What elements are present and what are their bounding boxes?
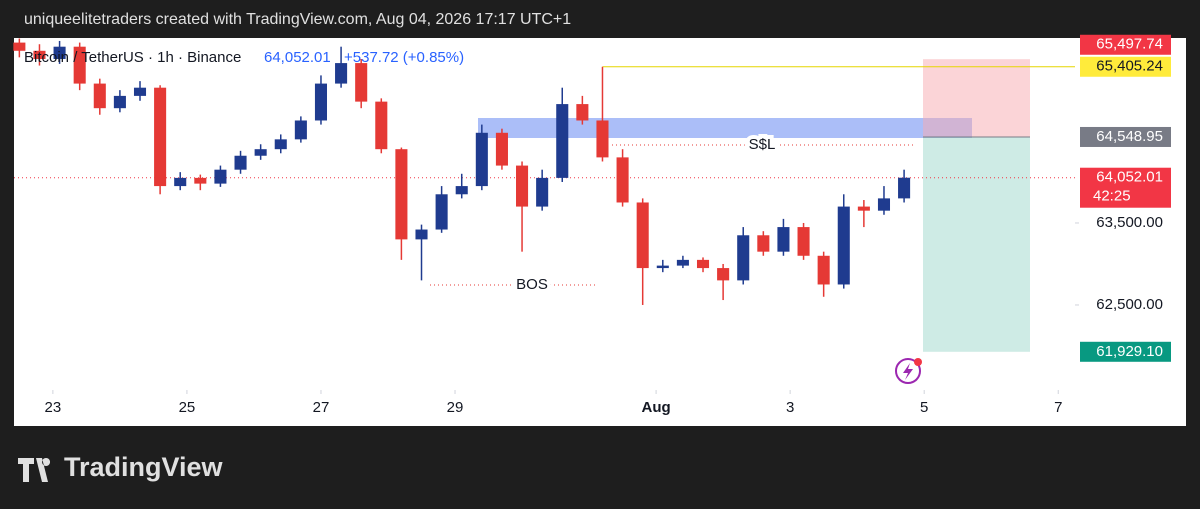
x-tick-label: 5 [920,399,928,416]
candle-body [13,42,26,51]
candle-body [93,83,106,109]
price-label: 64,052.01 [1096,169,1163,186]
symbol: Bitcoin / TetherUS · 1h · Binance [24,49,241,66]
price-label: 65,497.74 [1096,36,1163,53]
alert-bolt [903,363,913,380]
candle-body [516,165,529,207]
price-label: 64,548.95 [1096,128,1163,145]
ssl-label: S$L [749,136,776,153]
candle-body [133,87,147,96]
bos-label: BOS [516,276,548,293]
y-tick-label: 63,500.00 [1096,214,1163,231]
header: uniqueelitetraders created with TradingV… [24,11,571,28]
candle-body [717,268,730,281]
countdown: 42:25 [1093,188,1131,205]
x-tick-label: 23 [45,399,62,416]
x-tick-label: 3 [786,399,794,416]
candle-body [395,149,408,240]
candle-body [777,227,790,252]
candle-body [194,177,207,184]
price-label-bg [1080,56,1171,77]
legend-price: 64,052.01 [264,49,331,66]
candle-body [556,104,569,178]
candle-body [857,206,870,211]
alert-icon[interactable] [895,358,921,384]
legend-change: +537.72 (+0.85%) [344,49,464,66]
candle-body [797,227,810,256]
candle-body [536,177,549,207]
x-tick-label: 27 [313,399,330,416]
price-label-bg [1080,341,1171,362]
candle-body [435,194,448,230]
price-label-bg [1080,167,1171,208]
price-label: 61,929.10 [1096,343,1163,360]
price-label: 65,405.24 [1096,58,1163,75]
candle-body [415,229,428,240]
candle-body [737,235,750,281]
candle-body [676,259,689,266]
candle-body [174,177,187,187]
candle-body [335,63,348,84]
candle-body [817,255,830,285]
candle-body [837,206,850,285]
x-tick-label: 7 [1054,399,1062,416]
logo-icon [18,458,51,482]
candle-body [576,104,589,121]
candle-body [154,87,167,187]
candle-body [254,149,267,156]
target-zone [923,136,1030,352]
candle-body [375,101,388,150]
candle-body [475,132,488,187]
alert-dot [914,358,922,366]
supply-zone [478,118,972,138]
x-tick-label: 25 [179,399,196,416]
candle-body [73,46,86,84]
candle-body [214,169,227,184]
candle-body [294,120,307,140]
logo-text: TradingView [64,452,224,482]
x-tick-label: Aug [642,399,671,416]
candle-body [757,235,770,252]
candle-body [234,155,247,170]
candle-body [656,265,669,269]
candle-body [696,259,710,269]
candle-body [495,132,508,166]
candle-body [455,186,468,195]
price-label-bg [1080,34,1171,55]
candle-body [33,50,46,59]
candle-body [274,139,287,150]
price-label-bg [1080,126,1171,147]
x-tick-label: 29 [447,399,464,416]
candle-body [53,46,66,59]
candle-body [877,198,891,211]
candle-body [636,202,649,269]
candle-body [314,83,328,121]
candle-body [596,120,609,158]
candle-body [898,177,911,199]
stop-zone [923,59,1030,137]
candle-body [616,157,629,203]
candle-body [355,63,368,102]
y-tick-label: 62,500.00 [1096,296,1163,313]
candle-body [113,95,126,109]
